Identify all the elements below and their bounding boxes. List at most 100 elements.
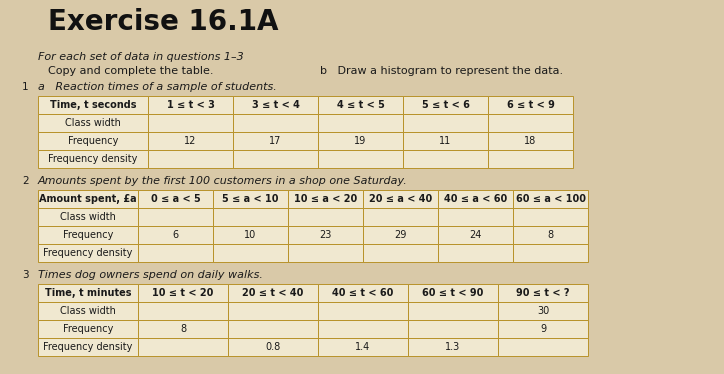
Text: Copy and complete the table.: Copy and complete the table. bbox=[48, 66, 214, 76]
Text: Amounts spent by the first 100 customers in a shop one Saturday.: Amounts spent by the first 100 customers… bbox=[38, 176, 408, 186]
Bar bbox=[438, 244, 513, 262]
Text: Frequency: Frequency bbox=[68, 136, 118, 146]
Bar bbox=[513, 190, 588, 208]
Bar bbox=[38, 226, 138, 244]
Text: 10: 10 bbox=[245, 230, 256, 240]
Text: 10 ≤ a < 20: 10 ≤ a < 20 bbox=[294, 194, 357, 204]
Text: 0.8: 0.8 bbox=[266, 342, 281, 352]
Text: Amount spent, £a: Amount spent, £a bbox=[39, 194, 137, 204]
Text: 6 ≤ t < 9: 6 ≤ t < 9 bbox=[507, 100, 555, 110]
Bar bbox=[288, 226, 363, 244]
Bar bbox=[138, 302, 228, 320]
Bar bbox=[408, 320, 498, 338]
Bar bbox=[213, 190, 288, 208]
Bar bbox=[513, 226, 588, 244]
Text: 40 ≤ t < 60: 40 ≤ t < 60 bbox=[332, 288, 394, 298]
Text: 10 ≤ t < 20: 10 ≤ t < 20 bbox=[152, 288, 214, 298]
Bar bbox=[488, 114, 573, 132]
Text: Frequency density: Frequency density bbox=[43, 248, 132, 258]
Bar bbox=[38, 132, 148, 150]
Text: 19: 19 bbox=[354, 136, 366, 146]
Bar bbox=[38, 302, 138, 320]
Bar bbox=[148, 150, 233, 168]
Bar bbox=[498, 284, 588, 302]
Text: 0 ≤ a < 5: 0 ≤ a < 5 bbox=[151, 194, 201, 204]
Text: 24: 24 bbox=[469, 230, 481, 240]
Text: 5 ≤ a < 10: 5 ≤ a < 10 bbox=[222, 194, 279, 204]
Bar bbox=[408, 338, 498, 356]
Bar bbox=[498, 302, 588, 320]
Bar bbox=[498, 320, 588, 338]
Text: 60 ≤ t < 90: 60 ≤ t < 90 bbox=[422, 288, 484, 298]
Bar bbox=[228, 320, 318, 338]
Text: 30: 30 bbox=[537, 306, 549, 316]
Text: 12: 12 bbox=[185, 136, 197, 146]
Bar bbox=[318, 338, 408, 356]
Bar bbox=[38, 96, 148, 114]
Bar bbox=[138, 338, 228, 356]
Text: 4 ≤ t < 5: 4 ≤ t < 5 bbox=[337, 100, 384, 110]
Text: Exercise 16.1A: Exercise 16.1A bbox=[48, 8, 279, 36]
Bar bbox=[318, 302, 408, 320]
Text: 1 ≤ t < 3: 1 ≤ t < 3 bbox=[167, 100, 214, 110]
Text: b   Draw a histogram to represent the data.: b Draw a histogram to represent the data… bbox=[320, 66, 563, 76]
Text: 5 ≤ t < 6: 5 ≤ t < 6 bbox=[421, 100, 469, 110]
Bar bbox=[318, 320, 408, 338]
Text: Times dog owners spend on daily walks.: Times dog owners spend on daily walks. bbox=[38, 270, 263, 280]
Bar bbox=[138, 208, 213, 226]
Bar bbox=[318, 96, 403, 114]
Bar bbox=[213, 208, 288, 226]
Bar bbox=[403, 132, 488, 150]
Text: Class width: Class width bbox=[65, 118, 121, 128]
Bar bbox=[138, 190, 213, 208]
Bar bbox=[38, 114, 148, 132]
Bar bbox=[318, 132, 403, 150]
Bar bbox=[288, 190, 363, 208]
Bar bbox=[38, 190, 138, 208]
Bar bbox=[318, 150, 403, 168]
Bar bbox=[363, 190, 438, 208]
Bar bbox=[148, 96, 233, 114]
Bar bbox=[148, 114, 233, 132]
Text: 8: 8 bbox=[180, 324, 186, 334]
Text: a   Reaction times of a sample of students.: a Reaction times of a sample of students… bbox=[38, 82, 277, 92]
Bar bbox=[408, 302, 498, 320]
Bar bbox=[488, 150, 573, 168]
Bar bbox=[38, 208, 138, 226]
Bar bbox=[138, 226, 213, 244]
Text: 1.4: 1.4 bbox=[355, 342, 371, 352]
Bar bbox=[38, 284, 138, 302]
Text: 2: 2 bbox=[22, 176, 29, 186]
Bar bbox=[498, 338, 588, 356]
Bar bbox=[228, 302, 318, 320]
Bar bbox=[38, 320, 138, 338]
Text: 90 ≤ t < ?: 90 ≤ t < ? bbox=[516, 288, 570, 298]
Text: 8: 8 bbox=[547, 230, 554, 240]
Text: Frequency density: Frequency density bbox=[49, 154, 138, 164]
Bar bbox=[488, 96, 573, 114]
Text: 3 ≤ t < 4: 3 ≤ t < 4 bbox=[251, 100, 300, 110]
Bar bbox=[513, 208, 588, 226]
Bar bbox=[38, 244, 138, 262]
Bar bbox=[213, 244, 288, 262]
Bar bbox=[233, 150, 318, 168]
Text: 6: 6 bbox=[172, 230, 179, 240]
Bar bbox=[38, 338, 138, 356]
Text: 1.3: 1.3 bbox=[445, 342, 460, 352]
Text: Time, t seconds: Time, t seconds bbox=[50, 100, 136, 110]
Bar bbox=[318, 284, 408, 302]
Bar bbox=[488, 132, 573, 150]
Text: 18: 18 bbox=[524, 136, 536, 146]
Text: For each set of data in questions 1–3: For each set of data in questions 1–3 bbox=[38, 52, 244, 62]
Bar bbox=[288, 244, 363, 262]
Bar bbox=[233, 96, 318, 114]
Bar bbox=[288, 208, 363, 226]
Bar bbox=[403, 96, 488, 114]
Text: Frequency density: Frequency density bbox=[43, 342, 132, 352]
Bar bbox=[233, 114, 318, 132]
Bar bbox=[38, 150, 148, 168]
Bar bbox=[403, 114, 488, 132]
Bar bbox=[213, 226, 288, 244]
Text: 9: 9 bbox=[540, 324, 546, 334]
Text: Class width: Class width bbox=[60, 306, 116, 316]
